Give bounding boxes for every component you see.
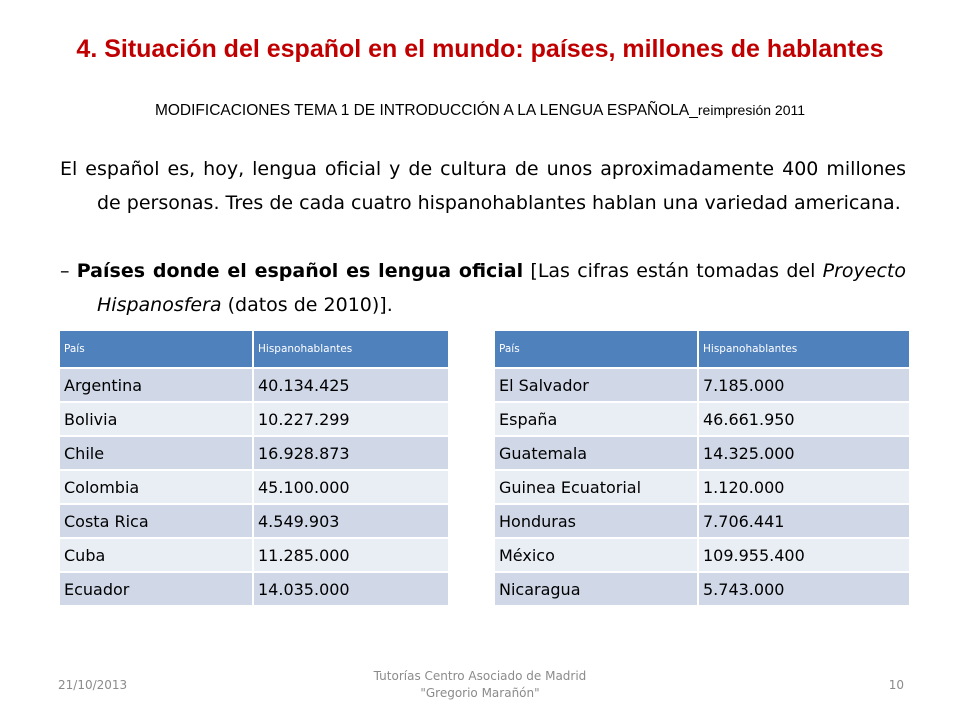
- table-header-row: País Hispanohablantes: [58, 329, 450, 369]
- p2-bold: Países donde el español es lengua oficia…: [76, 260, 524, 282]
- table-row: Guatemala 14.325.000: [493, 435, 911, 471]
- cell-speakers: 40.134.425: [252, 367, 450, 403]
- footer-date: 21/10/2013: [58, 678, 128, 692]
- table-row: Chile 16.928.873: [58, 435, 450, 471]
- p2-text2: (datos de 2010)].: [221, 294, 393, 316]
- header-country: País: [58, 329, 254, 369]
- table-row: Argentina 40.134.425: [58, 367, 450, 403]
- table-row: Guinea Ecuatorial 1.120.000: [493, 469, 911, 505]
- paragraph-countries: – Países donde el español es lengua ofic…: [60, 254, 906, 322]
- footer-center-line1: Tutorías Centro Asociado de Madrid: [373, 669, 587, 683]
- cell-country: Argentina: [58, 367, 254, 403]
- footer-center-line2: "Gregorio Marañón": [420, 686, 540, 700]
- footer-page-number: 10: [888, 678, 904, 692]
- subtitle-main: MODIFICACIONES TEMA 1 DE INTRODUCCIÓN A …: [154, 102, 698, 119]
- cell-speakers: 1.120.000: [697, 469, 911, 505]
- cell-speakers: 10.227.299: [252, 401, 450, 437]
- p2-text1: [Las cifras están tomadas del: [523, 260, 823, 282]
- cell-country: México: [493, 537, 699, 573]
- cell-country: Guatemala: [493, 435, 699, 471]
- cell-country: Nicaragua: [493, 571, 699, 607]
- table-header-row: País Hispanohablantes: [493, 329, 911, 369]
- cell-speakers: 7.185.000: [697, 367, 911, 403]
- table-row: Ecuador 14.035.000: [58, 571, 450, 607]
- table-row: El Salvador 7.185.000: [493, 367, 911, 403]
- cell-country: Ecuador: [58, 571, 254, 607]
- subtitle-small: reimpresión 2011: [697, 102, 806, 118]
- slide-title: 4. Situación del español en el mundo: pa…: [76, 35, 884, 63]
- table-right: País Hispanohablantes El Salvador 7.185.0…: [493, 329, 911, 607]
- p2-dash: –: [60, 260, 70, 282]
- cell-country: Colombia: [58, 469, 254, 505]
- cell-speakers: 5.743.000: [697, 571, 911, 607]
- table-row: Honduras 7.706.441: [493, 503, 911, 539]
- table-row: México 109.955.400: [493, 537, 911, 573]
- table-row: Bolivia 10.227.299: [58, 401, 450, 437]
- slide-subtitle: MODIFICACIONES TEMA 1 DE INTRODUCCIÓN A …: [20, 100, 940, 121]
- cell-speakers: 14.325.000: [697, 435, 911, 471]
- p2-italic: Proyecto Hispanosfera: [97, 260, 906, 316]
- cell-speakers: 16.928.873: [252, 435, 450, 471]
- cell-country: Costa Rica: [58, 503, 254, 539]
- table-row: España 46.661.950: [493, 401, 911, 437]
- table-row: Cuba 11.285.000: [58, 537, 450, 573]
- table-row: Colombia 45.100.000: [58, 469, 450, 505]
- cell-speakers: 45.100.000: [252, 469, 450, 505]
- cell-speakers: 14.035.000: [252, 571, 450, 607]
- cell-speakers: 11.285.000: [252, 537, 450, 573]
- table-left: País Hispanohablantes Argentina 40.134.42…: [58, 329, 450, 607]
- cell-country: Bolivia: [58, 401, 254, 437]
- cell-country: El Salvador: [493, 367, 699, 403]
- cell-country: Cuba: [58, 537, 254, 573]
- cell-speakers: 7.706.441: [697, 503, 911, 539]
- header-speakers: Hispanohablantes: [697, 329, 911, 369]
- cell-speakers: 109.955.400: [697, 537, 911, 573]
- cell-country: Guinea Ecuatorial: [493, 469, 699, 505]
- footer-center: Tutorías Centro Asociado de Madrid "Greg…: [330, 668, 630, 702]
- header-country: País: [493, 329, 699, 369]
- cell-country: Honduras: [493, 503, 699, 539]
- table-row: Nicaragua 5.743.000: [493, 571, 911, 607]
- paragraph-intro: El español es, hoy, lengua oficial y de …: [60, 158, 906, 214]
- cell-speakers: 46.661.950: [697, 401, 911, 437]
- cell-country: Chile: [58, 435, 254, 471]
- cell-speakers: 4.549.903: [252, 503, 450, 539]
- table-row: Costa Rica 4.549.903: [58, 503, 450, 539]
- header-speakers: Hispanohablantes: [252, 329, 450, 369]
- cell-country: España: [493, 401, 699, 437]
